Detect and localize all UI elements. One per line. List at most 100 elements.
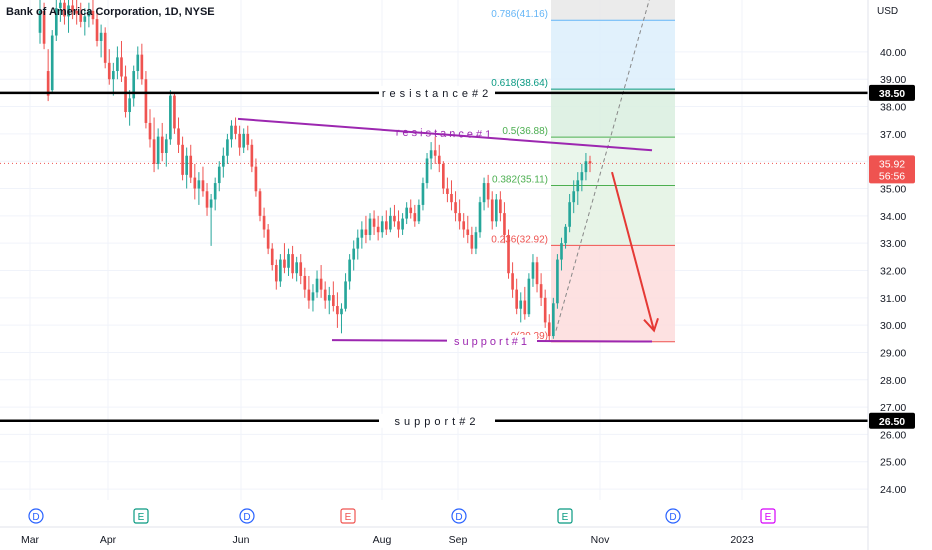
candle-body (189, 155, 193, 178)
candle-body (360, 229, 364, 238)
candle-body (332, 295, 335, 307)
candle-body (515, 289, 518, 309)
candle-body (405, 207, 408, 219)
candle-body (274, 265, 278, 282)
support-2-label-bg (379, 413, 495, 428)
candle-body (499, 199, 502, 214)
candle-body (450, 193, 453, 203)
candle-body (344, 281, 347, 309)
dividend-marker (451, 508, 467, 524)
y-tick-label: 26.00 (880, 429, 906, 441)
projection-arrowhead (643, 317, 659, 333)
x-tick-label: Aug (373, 534, 392, 546)
candle-body (401, 218, 404, 230)
earnings-marker (760, 508, 776, 524)
candle-body (299, 262, 303, 276)
candle-body (584, 161, 588, 173)
fib-zone-0_786 (551, 0, 675, 21)
resistance-1-label: resistance#1 (396, 127, 495, 142)
earnings-marker (557, 508, 573, 524)
candle-body (87, 10, 91, 17)
candle-body (494, 199, 498, 222)
y-tick-label: 28.00 (880, 375, 906, 387)
x-tick-label: Apr (100, 534, 117, 546)
candle-body (527, 278, 531, 315)
candle-body (588, 161, 592, 164)
candle-body (169, 95, 172, 140)
candle-body (568, 202, 571, 227)
candle-body (368, 218, 372, 235)
y-tick-label: 24.00 (880, 484, 906, 496)
candle-body (552, 303, 555, 337)
candle-body (112, 71, 115, 80)
candle-body (291, 254, 294, 274)
candle-body (193, 177, 197, 189)
candle-body (177, 128, 180, 145)
candle-body (576, 180, 580, 192)
candle-body (560, 243, 563, 260)
candle-body (38, 10, 42, 33)
candle-body (75, 10, 78, 14)
candle-body (67, 5, 70, 17)
candle-body (376, 226, 380, 233)
candle-body (519, 300, 523, 309)
candle-body (173, 95, 176, 129)
resistance-1-trendline (237, 117, 653, 152)
candle-body (83, 16, 87, 22)
candle-body (442, 163, 445, 189)
candle-body (283, 259, 286, 268)
candle-body (266, 229, 270, 249)
candle-body (307, 289, 311, 301)
fib-label-0_786: 0.786(41.16) (491, 9, 548, 20)
dividend-marker (239, 508, 255, 524)
candle-body (535, 262, 539, 285)
fib-label-0_382: 0.382(35.11) (492, 175, 548, 186)
candle-body (136, 54, 140, 72)
candle-body (50, 35, 54, 91)
projection-arrow-line (611, 171, 655, 331)
candle-body (429, 150, 433, 159)
candle-body (303, 275, 307, 290)
support-2-price-tag-text: 26.50 (879, 416, 905, 428)
candle-body (71, 5, 74, 11)
candle-body (511, 273, 514, 290)
y-tick-label: 27.00 (880, 402, 906, 414)
y-tick-label: 32.00 (880, 265, 906, 277)
candle-body (181, 144, 184, 175)
fib-label-0_236: 0.236(32.92) (491, 234, 548, 245)
x-tick-label: Sep (449, 534, 468, 546)
candle-body (340, 308, 343, 315)
candle-body (59, 2, 62, 9)
candle-body (201, 180, 205, 192)
candle-body (490, 199, 494, 222)
fib-zone-0_618 (551, 20, 675, 90)
candle-body (572, 191, 576, 203)
candle-body (230, 125, 233, 140)
candle-body (128, 98, 131, 113)
candle-body (107, 62, 111, 80)
fib-zone-0_236 (551, 185, 675, 246)
candle-body (478, 202, 482, 233)
chart-title: Bank of America Corporation, 1D, NYSE (6, 6, 215, 18)
candle-body (421, 183, 425, 205)
candle-body (54, 8, 58, 36)
candle-body (46, 71, 50, 96)
candle-body (205, 191, 209, 208)
candle-body (148, 122, 152, 140)
candle-body (458, 213, 461, 222)
candle-body (384, 221, 388, 230)
candle-body (348, 259, 351, 282)
candle-body (425, 158, 429, 184)
candle-body (279, 259, 282, 282)
y-tick-label: 37.00 (880, 129, 906, 141)
candle-body (486, 183, 490, 200)
candle-body (234, 125, 237, 134)
support-1-label-bg (447, 334, 537, 347)
candle-body (446, 188, 449, 194)
candle-body (287, 254, 290, 268)
earnings-marker-label: E (562, 512, 569, 523)
candle-body (380, 221, 384, 233)
dividend-marker-label: D (669, 512, 676, 523)
candle-body (315, 278, 319, 293)
